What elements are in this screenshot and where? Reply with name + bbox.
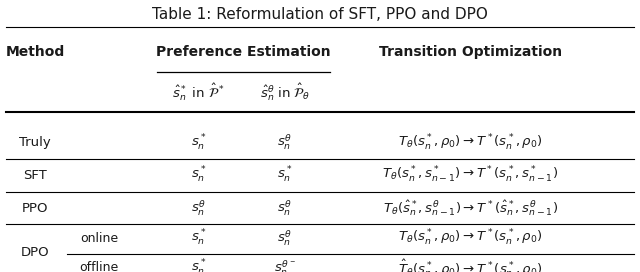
Text: online: online	[80, 231, 118, 245]
Text: Table 1: Reformulation of SFT, PPO and DPO: Table 1: Reformulation of SFT, PPO and D…	[152, 7, 488, 23]
Text: $\hat{s}_n^\theta$ in $\hat{\mathcal{P}}_\theta$: $\hat{s}_n^\theta$ in $\hat{\mathcal{P}}…	[260, 82, 310, 103]
Text: $T_\theta(\hat{s}_n^*, s_{n-1}^\theta) \rightarrow T^*(\hat{s}_n^*, s_{n-1}^\the: $T_\theta(\hat{s}_n^*, s_{n-1}^\theta) \…	[383, 198, 558, 218]
Text: PPO: PPO	[22, 202, 49, 215]
Text: $s_n^\theta$: $s_n^\theta$	[277, 198, 292, 218]
Text: DPO: DPO	[21, 246, 49, 259]
Text: offline: offline	[79, 261, 119, 272]
Text: $T_\theta(s_n^*, \rho_0) \rightarrow T^*(s_n^*, \rho_0)$: $T_\theta(s_n^*, \rho_0) \rightarrow T^*…	[398, 228, 543, 248]
Text: Truly: Truly	[19, 136, 51, 149]
Text: $s_n^\theta$: $s_n^\theta$	[191, 198, 206, 218]
Text: $s_n^{\theta^-}$: $s_n^{\theta^-}$	[274, 258, 296, 272]
Text: $T_\theta(s_n^*, s_{n-1}^*) \rightarrow T^*(s_n^*, s_{n-1}^*)$: $T_\theta(s_n^*, s_{n-1}^*) \rightarrow …	[382, 165, 559, 186]
Text: $T_\theta(s_n^*, \rho_0) \rightarrow T^*(s_n^*, \rho_0)$: $T_\theta(s_n^*, \rho_0) \rightarrow T^*…	[398, 133, 543, 153]
Text: $s_n^*$: $s_n^*$	[191, 228, 206, 248]
Text: $s_n^\theta$: $s_n^\theta$	[277, 228, 292, 248]
Text: $s_n^\theta$: $s_n^\theta$	[277, 133, 292, 153]
Text: Method: Method	[6, 45, 65, 59]
Text: SFT: SFT	[23, 169, 47, 182]
Text: $s_n^*$: $s_n^*$	[191, 133, 206, 153]
Text: $s_n^*$: $s_n^*$	[277, 165, 292, 186]
Text: $\hat{s}_n^*$ in $\hat{\mathcal{P}}^*$: $\hat{s}_n^*$ in $\hat{\mathcal{P}}^*$	[172, 82, 225, 103]
Text: Preference Estimation: Preference Estimation	[156, 45, 330, 59]
Text: $\hat{T}_\theta(s_n^*, \rho_0) \rightarrow T^*(s_n^*, \rho_0)$: $\hat{T}_\theta(s_n^*, \rho_0) \rightarr…	[398, 257, 543, 272]
Text: $s_n^*$: $s_n^*$	[191, 165, 206, 186]
Text: Transition Optimization: Transition Optimization	[379, 45, 562, 59]
Text: $s_n^*$: $s_n^*$	[191, 258, 206, 272]
